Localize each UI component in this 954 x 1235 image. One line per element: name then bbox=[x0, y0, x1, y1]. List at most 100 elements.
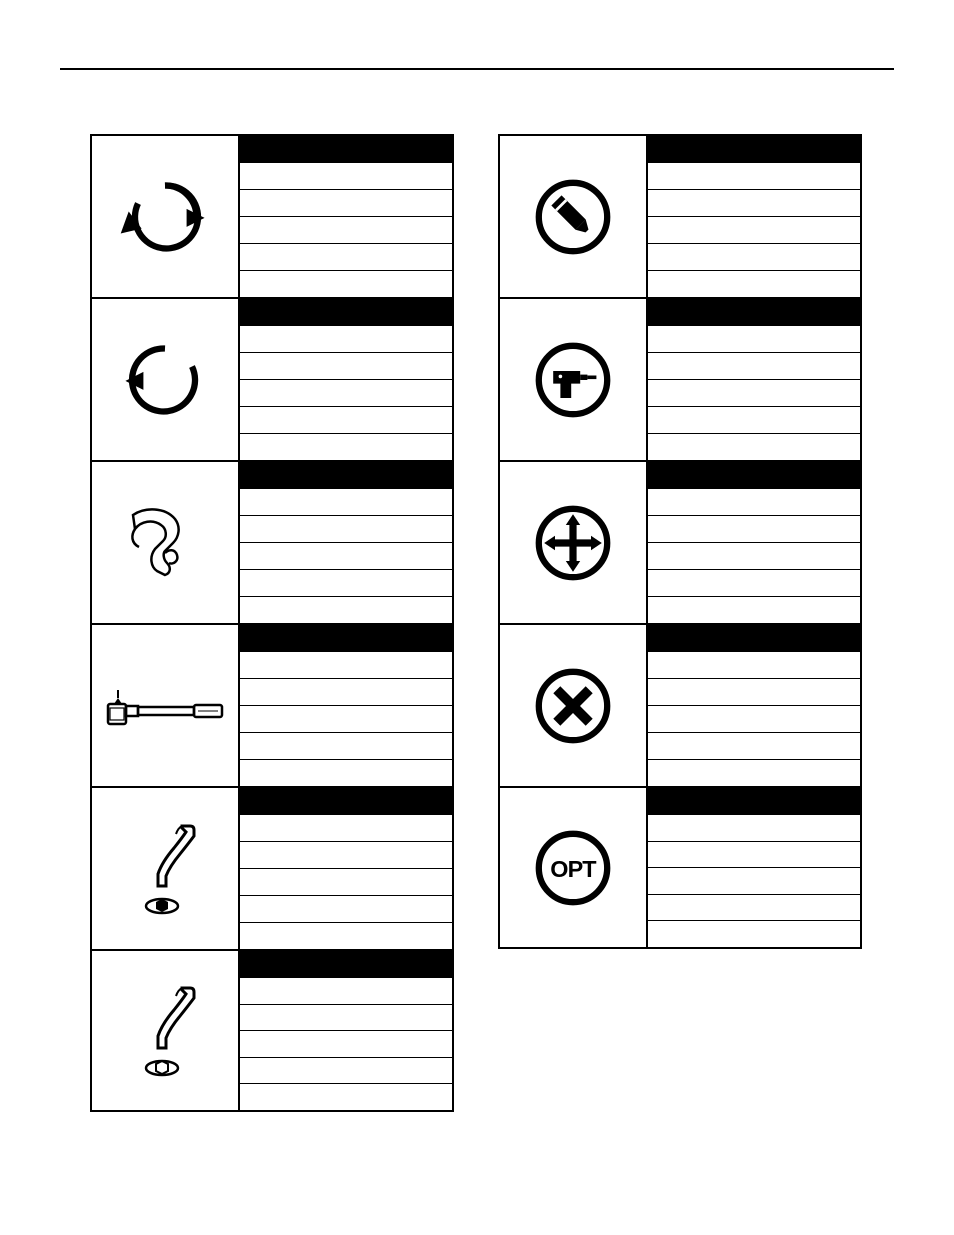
legend-text-panel bbox=[240, 625, 452, 786]
legend-cell bbox=[498, 623, 862, 786]
legend-line bbox=[648, 190, 860, 217]
legend-line bbox=[648, 271, 860, 297]
legend-line bbox=[240, 570, 452, 597]
hex-key-solid-icon bbox=[92, 788, 240, 949]
legend-line bbox=[240, 597, 452, 623]
legend-cell bbox=[90, 297, 454, 460]
right-column: OPT bbox=[498, 134, 862, 1112]
legend-line bbox=[648, 652, 860, 679]
legend-cell bbox=[90, 623, 454, 786]
legend-header bbox=[240, 136, 452, 163]
legend-cell bbox=[90, 460, 454, 623]
torque-wrench-icon bbox=[92, 625, 240, 786]
legend-line bbox=[240, 434, 452, 460]
legend-line bbox=[240, 543, 452, 570]
legend-header bbox=[240, 951, 452, 978]
legend-line bbox=[648, 543, 860, 570]
legend-line bbox=[648, 570, 860, 597]
legend-text-panel bbox=[648, 462, 860, 623]
legend-line bbox=[648, 921, 860, 947]
legend-text-panel bbox=[648, 299, 860, 460]
legend-line bbox=[648, 217, 860, 244]
legend-line bbox=[648, 326, 860, 353]
legend-line bbox=[240, 190, 452, 217]
legend-text-panel bbox=[240, 951, 452, 1110]
legend-header bbox=[648, 788, 860, 815]
legend-line bbox=[648, 679, 860, 706]
legend-text-panel bbox=[240, 462, 452, 623]
legend-line bbox=[648, 353, 860, 380]
legend-line bbox=[240, 652, 452, 679]
legend-line bbox=[648, 868, 860, 895]
legend-cell bbox=[90, 786, 454, 949]
drill-circle-icon bbox=[500, 299, 648, 460]
legend-line bbox=[240, 326, 452, 353]
legend-cell bbox=[90, 134, 454, 297]
hex-key-outline-icon bbox=[92, 951, 240, 1110]
legend-line bbox=[240, 760, 452, 786]
legend-line bbox=[648, 760, 860, 786]
legend-line bbox=[648, 733, 860, 760]
legend-header bbox=[648, 462, 860, 489]
legend-text-panel bbox=[648, 136, 860, 297]
legend-line bbox=[648, 380, 860, 407]
pencil-circle-icon bbox=[500, 136, 648, 297]
legend-line bbox=[240, 679, 452, 706]
legend-cell bbox=[90, 949, 454, 1112]
opt-label: OPT bbox=[550, 856, 597, 882]
legend-header bbox=[240, 625, 452, 652]
legend-text-panel bbox=[240, 136, 452, 297]
legend-text-panel bbox=[648, 625, 860, 786]
legend-line bbox=[240, 380, 452, 407]
top-horizontal-rule bbox=[60, 68, 894, 70]
legend-text-panel bbox=[240, 788, 452, 949]
legend-line bbox=[648, 815, 860, 842]
legend-line bbox=[240, 896, 452, 923]
legend-line bbox=[240, 244, 452, 271]
left-column bbox=[90, 134, 454, 1112]
legend-line bbox=[240, 815, 452, 842]
rotate-clockwise-icon bbox=[92, 136, 240, 297]
legend-line bbox=[240, 1031, 452, 1058]
legend-line bbox=[240, 978, 452, 1005]
legend-line bbox=[240, 516, 452, 543]
cross-circle-icon bbox=[500, 625, 648, 786]
rotate-counterclockwise-icon bbox=[92, 299, 240, 460]
legend-line bbox=[240, 217, 452, 244]
legend-text-panel bbox=[648, 788, 860, 947]
legend-line bbox=[648, 407, 860, 434]
legend-header bbox=[648, 625, 860, 652]
legend-line bbox=[240, 1005, 452, 1032]
legend-line bbox=[648, 895, 860, 922]
legend-line bbox=[648, 706, 860, 733]
move-arrows-circle-icon bbox=[500, 462, 648, 623]
legend-header bbox=[240, 788, 452, 815]
legend-line bbox=[648, 516, 860, 543]
legend-line bbox=[240, 842, 452, 869]
legend-line bbox=[240, 1058, 452, 1085]
legend-cell: OPT bbox=[498, 786, 862, 949]
legend-line bbox=[240, 271, 452, 297]
legend-line bbox=[648, 434, 860, 460]
legend-line bbox=[648, 163, 860, 190]
legend-line bbox=[240, 869, 452, 896]
legend-line bbox=[648, 244, 860, 271]
legend-cell bbox=[498, 297, 862, 460]
legend-cell bbox=[498, 460, 862, 623]
hand-pinch-icon bbox=[92, 462, 240, 623]
legend-line bbox=[240, 163, 452, 190]
legend-line bbox=[240, 1084, 452, 1110]
legend-line bbox=[648, 489, 860, 516]
legend-header bbox=[240, 462, 452, 489]
legend-line bbox=[240, 923, 452, 949]
legend-header bbox=[648, 299, 860, 326]
legend-text-panel bbox=[240, 299, 452, 460]
legend-line bbox=[240, 353, 452, 380]
legend-cell bbox=[498, 134, 862, 297]
legend-line bbox=[240, 706, 452, 733]
legend-line bbox=[240, 407, 452, 434]
legend-line bbox=[648, 842, 860, 869]
legend-header bbox=[240, 299, 452, 326]
legend-header bbox=[648, 136, 860, 163]
symbol-legend-grid: OPT bbox=[90, 134, 862, 1112]
